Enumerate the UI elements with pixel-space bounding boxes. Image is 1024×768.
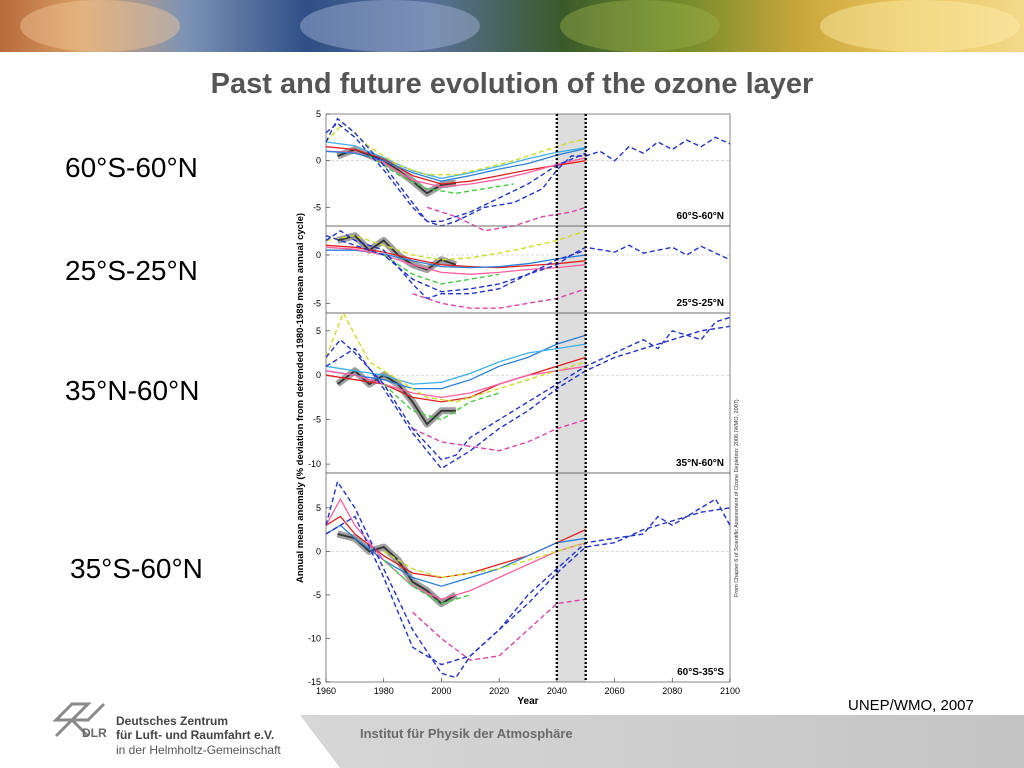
dlr-logo-icon — [52, 702, 106, 738]
ozone-chart-svg: 5 0 -5 60°S-60°N 0 -5 25°S-25°N 5 0 -5 -10 35°N-60°… — [295, 109, 740, 707]
model-line — [325, 246, 586, 275]
model-dashed-line — [325, 316, 731, 461]
model-dashed-line — [325, 230, 586, 261]
panel-label: 25°S-25°N — [677, 298, 724, 309]
logo-line-1: Deutsches Zentrum — [116, 714, 229, 728]
chart-source-note: From Chapter 6 of Scientific Assessment … — [734, 397, 740, 597]
model-line — [325, 524, 586, 587]
model-dashed-line — [325, 311, 586, 403]
model-line — [325, 356, 586, 403]
model-line — [325, 147, 586, 182]
region-label-4: 35°S-60°N — [70, 553, 203, 584]
region-label-2: 25°S-25°N — [65, 255, 198, 286]
x-axis-label: Year — [517, 696, 538, 707]
model-dashed-line — [325, 325, 731, 470]
banner-glow — [300, 0, 480, 52]
banner-glow — [20, 0, 180, 52]
model-dashed-line — [412, 419, 586, 452]
model-dashed-line — [368, 155, 514, 195]
panel-frame — [325, 472, 731, 683]
model-dashed-line — [325, 507, 731, 666]
model-dashed-line — [325, 480, 731, 679]
x-tick-label: 2060 — [605, 686, 625, 696]
y-tick-label: -5 — [313, 415, 321, 425]
y-tick-label: 5 — [316, 503, 321, 513]
x-tick-label: 2040 — [547, 686, 567, 696]
observed-line — [337, 533, 457, 605]
model-line — [325, 141, 586, 180]
y-tick-label: -5 — [313, 298, 321, 308]
dlr-abbr: DLR — [82, 726, 107, 740]
shaded-interval — [556, 114, 586, 682]
panel-label: 35°N-60°N — [676, 458, 724, 469]
y-tick-label: 5 — [316, 326, 321, 336]
y-tick-label: 0 — [316, 546, 321, 556]
source-citation: UNEP/WMO, 2007 — [848, 697, 974, 714]
model-dashed-line — [325, 229, 731, 300]
observed-band — [336, 530, 458, 608]
y-tick-label: -10 — [308, 459, 321, 469]
x-tick-label: 2080 — [662, 686, 682, 696]
y-tick-label: -15 — [308, 677, 321, 687]
model-dashed-line — [412, 598, 586, 661]
model-line — [325, 497, 586, 600]
model-dashed-line — [325, 235, 586, 293]
panel-label: 60°S-35°S — [677, 667, 724, 678]
region-label-1: 60°S-60°N — [65, 152, 198, 183]
banner-glow — [820, 0, 1020, 52]
ozone-chart: 5 0 -5 60°S-60°N 0 -5 25°S-25°N 5 0 -5 -10 35°N-60°… — [290, 108, 750, 708]
x-tick-label: 1980 — [374, 686, 394, 696]
y-tick-label: -10 — [308, 633, 321, 643]
banner-glow — [560, 0, 720, 52]
y-tick-label: -5 — [313, 202, 321, 212]
y-tick-label: 5 — [316, 109, 321, 119]
model-dashed-line — [383, 542, 586, 579]
x-tick-label: 2020 — [489, 686, 509, 696]
slide-title: Past and future evolution of the ozone l… — [210, 68, 814, 100]
model-line — [325, 343, 586, 385]
y-tick-label: 0 — [316, 370, 321, 380]
x-tick-label: 2000 — [431, 686, 451, 696]
model-line — [325, 244, 586, 269]
x-tick-label: 2100 — [720, 686, 740, 696]
y-axis-label: Annual mean anomaly (% deviation from de… — [295, 213, 306, 583]
footer-institute: Institut für Physik der Atmosphäre — [360, 726, 573, 741]
header-banner — [0, 0, 1024, 52]
y-tick-label: -5 — [313, 590, 321, 600]
region-label-3: 35°N-60°N — [65, 375, 200, 406]
y-tick-label: 0 — [316, 156, 321, 166]
panel-label: 60°S-60°N — [677, 211, 724, 222]
y-tick-label: 0 — [316, 250, 321, 260]
model-dashed-line — [383, 254, 500, 285]
model-dashed-line — [325, 122, 586, 222]
model-dashed-line — [383, 383, 500, 421]
footer-band — [300, 715, 1024, 768]
x-tick-label: 1960 — [316, 686, 336, 696]
model-dashed-line — [383, 559, 471, 605]
logo-line-3: in der Helmholtz-Gemeinschaft — [116, 743, 281, 757]
model-line — [325, 365, 586, 399]
logo-line-2: für Luft- und Raumfahrt e.V. — [116, 728, 275, 742]
